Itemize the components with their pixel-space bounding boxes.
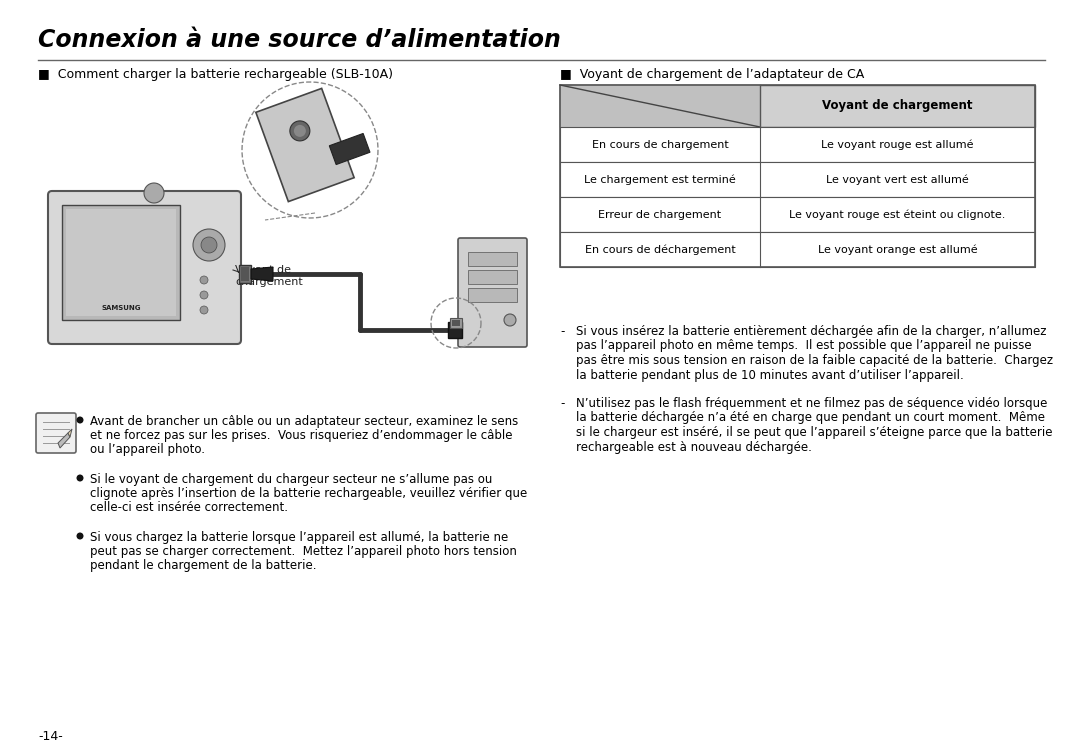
Circle shape [200,276,208,284]
Text: Le chargement est terminé: Le chargement est terminé [584,175,735,185]
Polygon shape [329,134,370,165]
Bar [468,288,517,302]
Polygon shape [68,429,72,437]
Text: Si vous chargez la batterie lorsque l’appareil est allumé, la batterie ne: Si vous chargez la batterie lorsque l’ap… [90,531,509,544]
Circle shape [200,306,208,314]
Bar [561,85,1035,127]
Text: Si vous insérez la batterie entièrement déchargée afin de la charger, n’allumez: Si vous insérez la batterie entièrement … [576,325,1047,338]
Text: En cours de déchargement: En cours de déchargement [584,244,735,254]
Bar [241,267,249,281]
Text: pas l’appareil photo en même temps.  Il est possible que l’appareil ne puisse: pas l’appareil photo en même temps. Il e… [576,339,1031,353]
Bar [453,320,460,326]
Text: Si le voyant de chargement du chargeur secteur ne s’allume pas ou: Si le voyant de chargement du chargeur s… [90,473,492,486]
Text: Erreur de chargement: Erreur de chargement [598,210,721,219]
Text: -14-: -14- [38,730,63,743]
Text: Le voyant orange est allumé: Le voyant orange est allumé [818,244,977,254]
FancyBboxPatch shape [36,413,76,453]
Circle shape [144,183,164,203]
Text: En cours de chargement: En cours de chargement [592,140,728,149]
Text: et ne forcez pas sur les prises.  Vous risqueriez d’endommager le câble: et ne forcez pas sur les prises. Vous ri… [90,429,513,442]
Text: si le chargeur est inséré, il se peut que l’appareil s’éteigne parce que la batt: si le chargeur est inséré, il se peut qu… [576,426,1053,439]
Bar [448,322,462,338]
Bar [561,85,1035,267]
Text: celle-ci est insérée correctement.: celle-ci est insérée correctement. [90,501,288,514]
Polygon shape [256,88,354,201]
Text: SAMSUNG: SAMSUNG [102,305,140,311]
FancyBboxPatch shape [48,191,241,344]
Circle shape [289,121,310,141]
Circle shape [77,533,83,539]
Bar [66,209,176,316]
Bar [561,127,1035,162]
Polygon shape [58,433,70,448]
Text: la batterie déchargée n’a été en charge que pendant un court moment.  Même: la batterie déchargée n’a été en charge … [576,412,1045,424]
Bar [468,270,517,284]
Text: N’utilisez pas le flash fréquemment et ne filmez pas de séquence vidéo lorsque: N’utilisez pas le flash fréquemment et n… [576,397,1048,410]
Bar [561,85,760,127]
Text: -: - [561,397,565,410]
Text: Le voyant rouge est allumé: Le voyant rouge est allumé [821,140,974,150]
Circle shape [193,229,225,261]
Text: la batterie pendant plus de 10 minutes avant d’utiliser l’appareil.: la batterie pendant plus de 10 minutes a… [576,369,963,381]
Text: ■  Voyant de chargement de l’adaptateur de CA: ■ Voyant de chargement de l’adaptateur d… [561,68,864,81]
Text: Voyant de
chargement: Voyant de chargement [235,265,302,286]
Text: -: - [561,325,565,338]
Text: pendant le chargement de la batterie.: pendant le chargement de la batterie. [90,559,316,572]
Bar [561,197,1035,232]
FancyBboxPatch shape [458,238,527,347]
Text: peut pas se charger correctement.  Mettez l’appareil photo hors tension: peut pas se charger correctement. Mettez… [90,545,517,558]
Text: Voyant de chargement: Voyant de chargement [822,99,973,113]
Circle shape [201,237,217,253]
Circle shape [77,416,83,424]
Bar [468,252,517,266]
Text: Le voyant rouge est éteint ou clignote.: Le voyant rouge est éteint ou clignote. [789,209,1005,220]
Text: Connexion à une source d’alimentation: Connexion à une source d’alimentation [38,28,561,52]
Circle shape [294,125,306,137]
Text: Avant de brancher un câble ou un adaptateur secteur, examinez le sens: Avant de brancher un câble ou un adaptat… [90,415,518,428]
Circle shape [200,291,208,299]
Circle shape [77,474,83,481]
Text: ■  Comment charger la batterie rechargeable (SLB-10A): ■ Comment charger la batterie rechargeab… [38,68,393,81]
Bar [62,205,180,320]
Text: pas être mis sous tension en raison de la faible capacité de la batterie.  Charg: pas être mis sous tension en raison de l… [576,354,1053,367]
Bar [450,318,462,328]
Text: clignote après l’insertion de la batterie rechargeable, veuillez vérifier que: clignote après l’insertion de la batteri… [90,487,527,500]
Circle shape [504,314,516,326]
Bar [561,162,1035,197]
Text: ou l’appareil photo.: ou l’appareil photo. [90,443,205,456]
Text: rechargeable est à nouveau déchargée.: rechargeable est à nouveau déchargée. [576,440,812,454]
Bar [561,232,1035,267]
Polygon shape [251,267,273,281]
Bar [239,265,251,283]
Text: Le voyant vert est allumé: Le voyant vert est allumé [826,175,969,185]
